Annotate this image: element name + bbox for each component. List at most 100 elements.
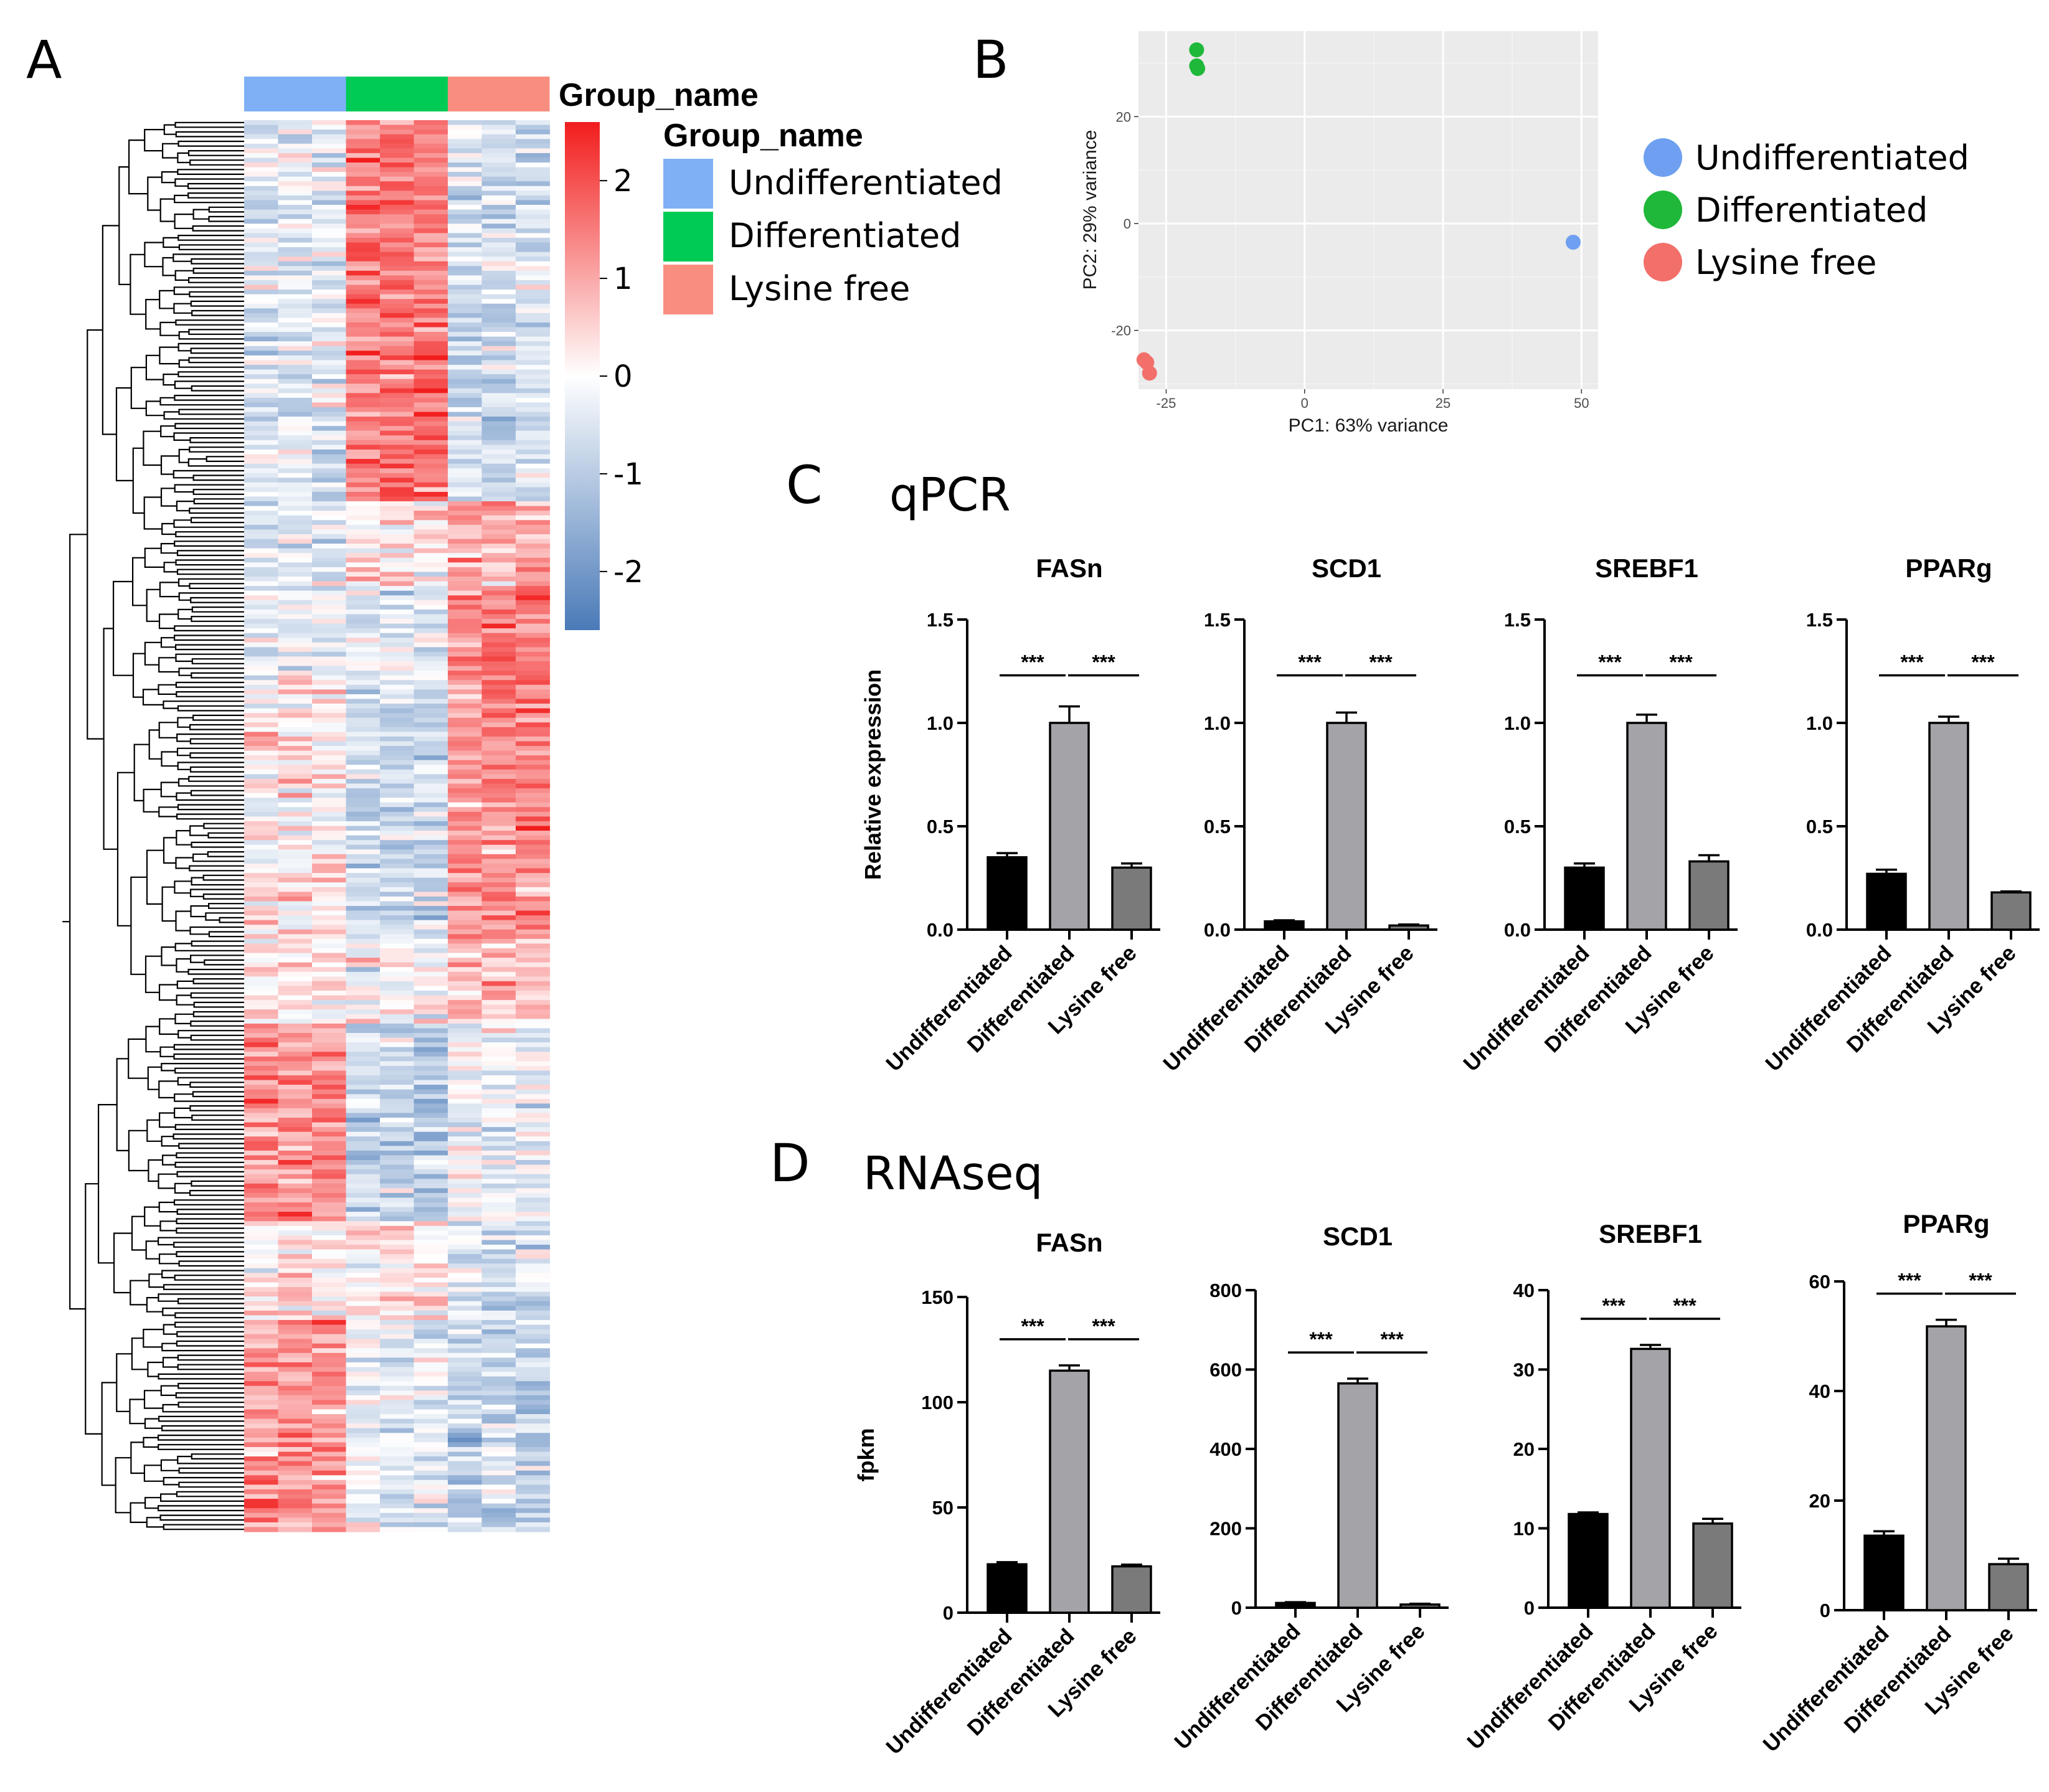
heatmap-cell [346,802,381,808]
heatmap-cell [346,529,381,535]
heatmap-cell [380,920,415,925]
heatmap-cell [278,1085,313,1090]
heatmap-cell [481,901,516,907]
heatmap-cell [244,1183,279,1189]
pca-point-lysine-free [1142,365,1157,381]
heatmap-cell [414,863,448,869]
heatmap-cell [278,821,313,827]
heatmap-cell [516,449,551,455]
heatmap-cell [346,1339,381,1344]
heatmap-cell [414,449,448,455]
heatmap-cell [516,322,551,328]
heatmap-cell [414,1442,448,1448]
heatmap-cell [244,1085,279,1090]
heatmap-cell [278,172,313,177]
heatmap-cell [380,986,415,991]
heatmap-cell [481,934,516,940]
heatmap-cell [448,1273,483,1278]
heatmap-cell [278,318,313,323]
heatmap-cell [278,901,313,907]
heatmap-cell [481,793,516,798]
heatmap-cell [414,995,448,1001]
heatmap-cell [312,628,347,634]
heatmap-cell [346,1433,381,1438]
heatmap-cell [380,468,415,474]
heatmap-cell [481,1428,516,1433]
heatmap-cell [244,1395,279,1401]
heatmap-cell [278,905,313,912]
heatmap-cell [312,732,347,737]
heatmap-cell [380,826,415,831]
heatmap-cell [278,1032,313,1039]
heatmap-cell [312,435,347,441]
heatmap-cell [278,459,313,465]
heatmap-cell [244,327,279,332]
bar-y-tick-label: 0.5 [1806,816,1833,837]
heatmap-cell [244,746,279,752]
heatmap-cell [448,774,483,780]
heatmap-cell [244,854,279,859]
heatmap-cell [380,1508,415,1514]
heatmap-cell [481,905,516,912]
heatmap-cell [278,186,313,191]
heatmap-cell [244,1019,279,1024]
bar-chart-title: PPARg [1903,1209,1989,1238]
heatmap-cell [312,1291,347,1297]
heatmap-cell [448,280,483,286]
heatmap-cell [414,704,448,709]
heatmap-cell [414,1019,448,1024]
heatmap-cell [516,318,551,323]
heatmap-cell [380,778,415,785]
heatmap-cell [346,1225,381,1231]
heatmap-cell [380,675,415,681]
heatmap-cell [278,247,313,253]
heatmap-cell [481,990,516,996]
heatmap-cell [481,426,516,431]
heatmap-cell [516,1357,551,1363]
heatmap-cell [312,905,347,912]
heatmap-cell [380,863,415,869]
heatmap-cell [516,1221,551,1227]
heatmap-cell [448,981,483,987]
heatmap-cell [346,332,381,337]
heatmap-cell [380,308,415,314]
heatmap-cell [244,228,279,233]
heatmap-cell [448,1527,483,1532]
heatmap-cell [312,139,347,144]
heatmap-cell [481,1216,516,1222]
heatmap-cell [448,336,483,342]
heatmap-cell [278,364,313,370]
heatmap-cell [414,544,448,549]
heatmap-cell [448,1174,483,1179]
heatmap-cell [516,783,551,789]
heatmap-cell [481,1028,516,1034]
heatmap-cell [516,539,551,544]
heatmap-cell [481,1249,516,1255]
heatmap-cell [448,1136,483,1142]
heatmap-cell [380,905,415,912]
heatmap-cell [481,1037,516,1043]
heatmap-cell [278,1023,313,1029]
heatmap-cell [278,355,313,361]
heatmap-cell [414,1197,448,1203]
heatmap-cell [380,270,415,276]
heatmap-cell [244,675,279,681]
heatmap-cell [481,1258,516,1264]
heatmap-cell [346,953,381,958]
heatmap-cell [244,887,279,892]
heatmap-cell [414,1103,448,1109]
heatmap-cell [380,1404,415,1410]
heatmap-cell [414,760,448,765]
heatmap-cell [312,1446,347,1453]
heatmap-cell [312,1230,347,1236]
heatmap-cell [244,355,279,361]
heatmap-cell [448,798,483,803]
heatmap-cell [380,816,415,822]
heatmap-cell [346,1343,381,1349]
heatmap-cell [380,496,415,502]
heatmap-cell [346,708,381,714]
heatmap-cell [414,816,448,822]
heatmap-cell [346,990,381,996]
heatmap-cell [380,1324,415,1330]
heatmap-cell [244,120,279,126]
